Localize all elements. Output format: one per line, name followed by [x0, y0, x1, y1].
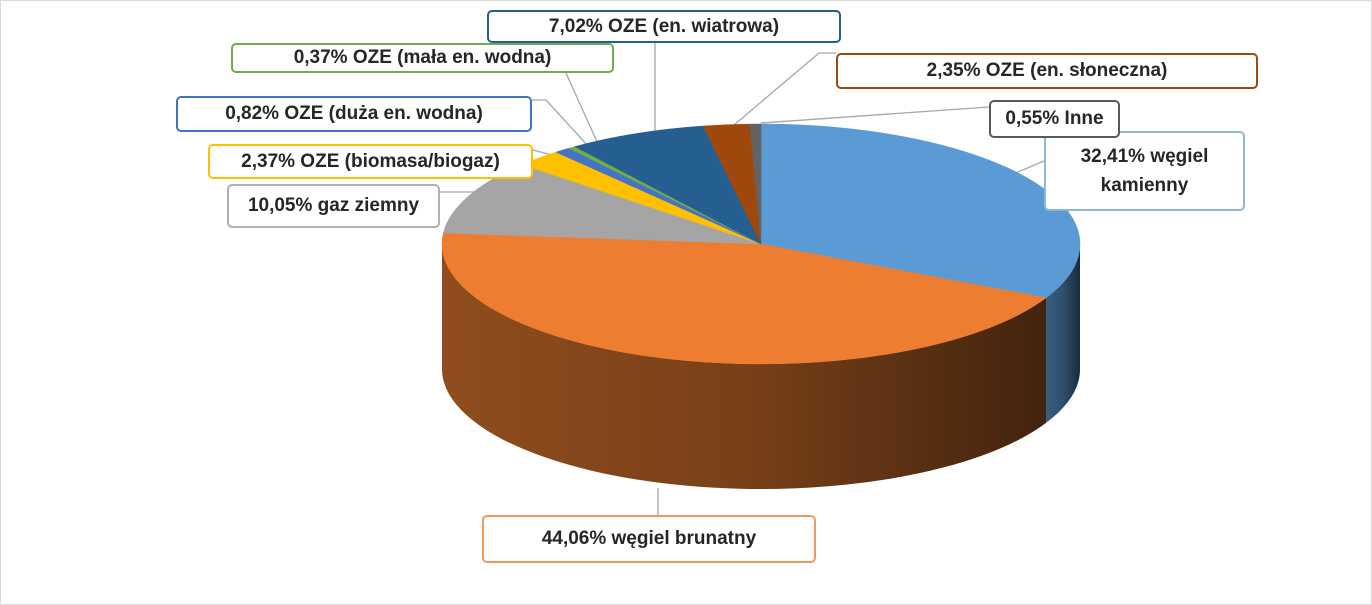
slice-wegiel-kamienny [760, 123, 1081, 299]
data-label-wegiel-kamienny: 32,41% węgiel kamienny [1044, 131, 1245, 211]
data-label-wegiel-brunatny: 44,06% węgiel brunatny [482, 515, 816, 563]
data-label-oze-mala-wodna: 0,37% OZE (mała en. wodna) [231, 43, 614, 73]
leader-line-oze-en-sloneczna [733, 52, 836, 126]
slice-side-shading-wegiel-kamienny [1046, 244, 1080, 423]
slice-inne [749, 123, 762, 245]
data-label-gaz-ziemny: 10,05% gaz ziemny [227, 184, 440, 228]
data-label-oze-duza-wodna: 0,82% OZE (duża en. wodna) [176, 96, 532, 132]
leader-lines [440, 43, 1045, 515]
slice-wegiel-brunatny [441, 232, 1047, 365]
slice-oze-en-wiatrowa [574, 125, 762, 245]
pie-tops [441, 123, 1081, 365]
pie-sides [442, 244, 1080, 490]
leader-line-inne [760, 106, 990, 124]
data-label-inne: 0,55% Inne [989, 100, 1120, 138]
data-label-oze-sloneczna: 2,35% OZE (en. słoneczna) [836, 53, 1258, 89]
slice-side-shading-wegiel-brunatny [442, 244, 1047, 490]
leader-line-oze-mala-en-wodna [565, 72, 599, 145]
leader-line-oze-duza-en-wodna [532, 99, 590, 148]
data-label-oze-wiatrowa: 7,02% OZE (en. wiatrowa) [487, 10, 841, 43]
data-label-oze-biomasa: 2,37% OZE (biomasa/biogaz) [208, 144, 533, 179]
